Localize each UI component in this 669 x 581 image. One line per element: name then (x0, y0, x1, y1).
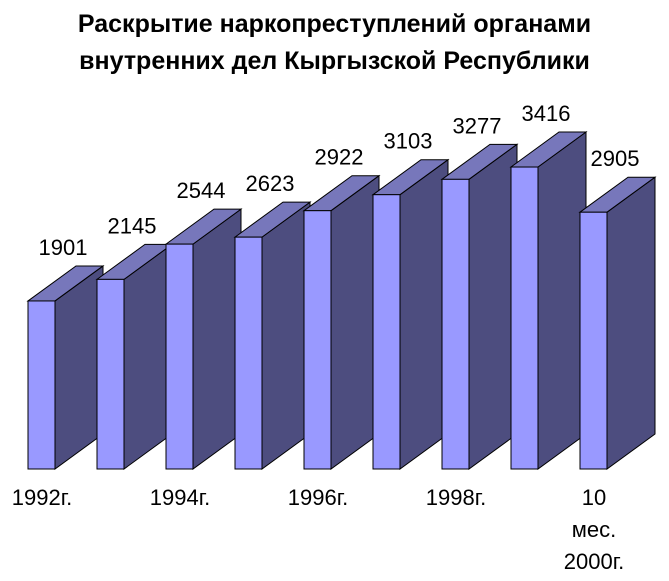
bar-front-face (234, 236, 263, 470)
bar-6 (440, 143, 519, 470)
data-label: 3103 (384, 129, 433, 154)
bar-2 (164, 208, 243, 470)
bar-side-face (399, 158, 449, 470)
bar-front-face (579, 211, 608, 470)
bar-side-face (54, 264, 104, 470)
bar-1 (95, 243, 174, 470)
bar-side-face (261, 201, 311, 470)
bar-8 (578, 176, 657, 470)
category-label: мес. (572, 517, 616, 542)
bar-side-face (537, 131, 587, 470)
bar-front-face (372, 194, 401, 470)
bar-front-face (96, 278, 125, 470)
data-label: 3277 (453, 113, 502, 138)
data-label: 3416 (522, 101, 571, 126)
data-label: 1901 (39, 235, 88, 260)
bar-5 (371, 158, 450, 470)
bar-front-face (303, 210, 332, 470)
category-label: 1994г. (150, 485, 210, 510)
bar-side-face (330, 174, 380, 470)
category-label: 1992г. (12, 485, 72, 510)
data-label: 2623 (246, 171, 295, 196)
category-label: 2000г. (564, 549, 624, 574)
bar-side-face (192, 208, 242, 470)
chart-title: Раскрытие наркопреступлений органами вну… (0, 6, 669, 80)
bar-front-face (510, 166, 539, 470)
chart-title-line-2: внутренних дел Кыргызской Республики (79, 47, 590, 75)
data-label: 2922 (315, 145, 364, 170)
bar-front-face (165, 243, 194, 470)
data-label: 2145 (108, 213, 157, 238)
bar-side-face (468, 143, 518, 470)
data-label: 2544 (177, 178, 226, 203)
data-label: 2905 (591, 146, 640, 171)
bar-0 (26, 264, 105, 470)
bar-front-face (27, 300, 56, 470)
bar-3 (233, 201, 312, 470)
bar-side-face (606, 176, 656, 470)
bar-7 (509, 131, 588, 470)
chart-title-line-1: Раскрытие наркопреступлений органами (77, 10, 592, 38)
bar-front-face (441, 178, 470, 470)
category-label: 1998г. (426, 485, 486, 510)
category-label: 10 (582, 485, 606, 510)
bar-side-face (123, 243, 173, 470)
bar-4 (302, 174, 381, 470)
category-label: 1996г. (288, 485, 348, 510)
